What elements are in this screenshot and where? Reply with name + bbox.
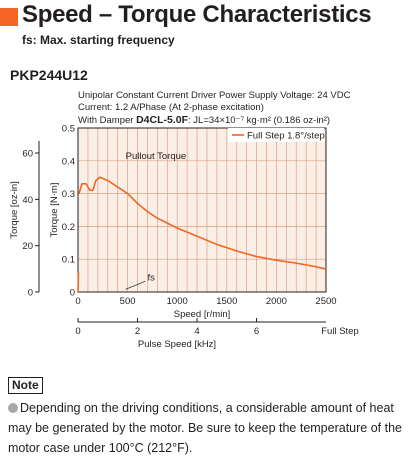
page-title: Speed – Torque Characteristics xyxy=(22,1,372,28)
condition-line-1: Unipolar Constant Current Driver Power S… xyxy=(78,90,351,101)
secondary-x-tick-label: 4 xyxy=(194,326,199,337)
y-tick-label: 0.5 xyxy=(62,124,75,135)
model-name: PKP244U12 xyxy=(10,67,88,83)
x-tick-label: 1000 xyxy=(167,296,188,307)
bullet-icon xyxy=(8,403,18,413)
x-tick-label: 2000 xyxy=(266,296,287,307)
fs-label: fs xyxy=(147,273,155,284)
condition-suffix: : JL=34×10⁻⁷ kg·m² (0.186 oz-in²) xyxy=(188,115,331,126)
legend-label: Full Step 1.8°/step xyxy=(247,131,325,142)
y-tick-label: 0.4 xyxy=(62,156,75,167)
x-axis-title: Speed [r/min] xyxy=(174,309,231,320)
y-axis-title: Torque [N·m] xyxy=(49,183,60,238)
note-text: Depending on the driving conditions, a c… xyxy=(8,398,406,458)
plot-area xyxy=(78,128,326,292)
secondary-x-axis-title: Pulse Speed [kHz] xyxy=(138,339,216,350)
condition-line-3: With Damper D4CL-5.0F: JL=34×10⁻⁷ kg·m² … xyxy=(78,114,330,126)
secondary-x-axis-note: Full Step xyxy=(321,326,359,337)
secondary-x-tick-label: 6 xyxy=(254,326,259,337)
y-tick-label: 0.2 xyxy=(62,222,75,233)
series-line xyxy=(78,176,327,270)
condition-line-2: Current: 1.2 A/Phase (At 2-phase excitat… xyxy=(78,102,264,113)
x-tick-label: 2500 xyxy=(315,296,336,307)
y-tick-label: 0 xyxy=(70,288,75,299)
fs-leader-line xyxy=(125,280,146,290)
condition-prefix: With Damper xyxy=(78,115,137,126)
legend-box xyxy=(228,128,324,142)
x-tick-label: 1500 xyxy=(216,296,237,307)
y-tick-label: 0.1 xyxy=(62,255,75,266)
secondary-y-tick-label: 60 xyxy=(22,149,33,160)
secondary-x-tick-label: 0 xyxy=(75,326,80,337)
secondary-y-axis-title: Torque [oz-in] xyxy=(9,181,20,239)
secondary-y-tick-label: 40 xyxy=(22,195,33,206)
page-subtitle: fs: Max. starting frequency xyxy=(22,33,175,47)
x-tick-label: 0 xyxy=(75,296,80,307)
x-tick-label: 500 xyxy=(120,296,136,307)
secondary-y-tick-label: 20 xyxy=(22,241,33,252)
note-label: Note xyxy=(8,377,43,394)
title-marker xyxy=(0,8,18,26)
pullout-torque-label: Pullout Torque xyxy=(126,151,187,162)
plot-frame xyxy=(77,127,327,293)
secondary-x-tick-label: 2 xyxy=(135,326,140,337)
y-tick-label: 0.3 xyxy=(62,189,75,200)
damper-model: D4CL-5.0F xyxy=(136,114,189,126)
note-body: Depending on the driving conditions, a c… xyxy=(8,401,402,455)
secondary-y-tick-label: 0 xyxy=(28,288,33,299)
